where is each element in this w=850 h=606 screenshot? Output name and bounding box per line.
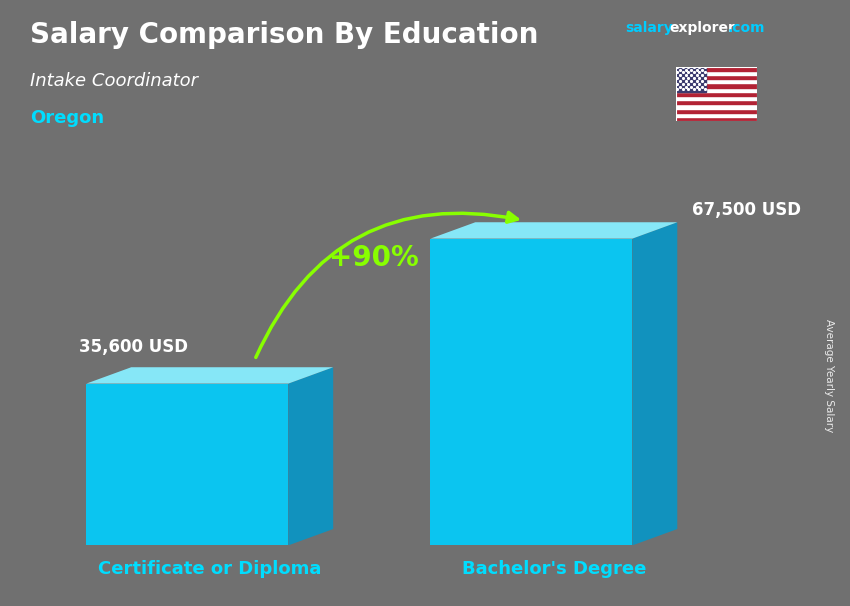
Bar [676,88,756,92]
Bar [676,100,756,104]
Text: Certificate or Diploma: Certificate or Diploma [98,560,321,578]
Polygon shape [430,239,632,545]
Bar [676,67,756,71]
Text: Intake Coordinator: Intake Coordinator [30,72,198,90]
Bar [676,108,756,113]
Polygon shape [87,384,288,545]
Bar [676,117,756,121]
Polygon shape [87,367,333,384]
Text: 67,500 USD: 67,500 USD [692,201,802,219]
Bar [676,113,756,117]
Bar [676,92,756,96]
Text: salary: salary [625,21,672,35]
Text: Oregon: Oregon [30,109,104,127]
Polygon shape [632,222,677,545]
Bar [676,104,756,108]
Polygon shape [430,222,677,239]
Text: explorer: explorer [669,21,734,35]
Bar [676,84,756,88]
Polygon shape [288,367,333,545]
Text: .com: .com [728,21,765,35]
Text: Average Yearly Salary: Average Yearly Salary [824,319,834,432]
Text: Salary Comparison By Education: Salary Comparison By Education [30,21,538,49]
Bar [676,67,706,92]
Bar [676,71,756,75]
Bar [676,75,756,79]
Bar [676,79,756,84]
Text: 35,600 USD: 35,600 USD [79,338,188,356]
Text: +90%: +90% [330,244,419,272]
Bar [676,96,756,100]
Text: Bachelor's Degree: Bachelor's Degree [462,560,646,578]
